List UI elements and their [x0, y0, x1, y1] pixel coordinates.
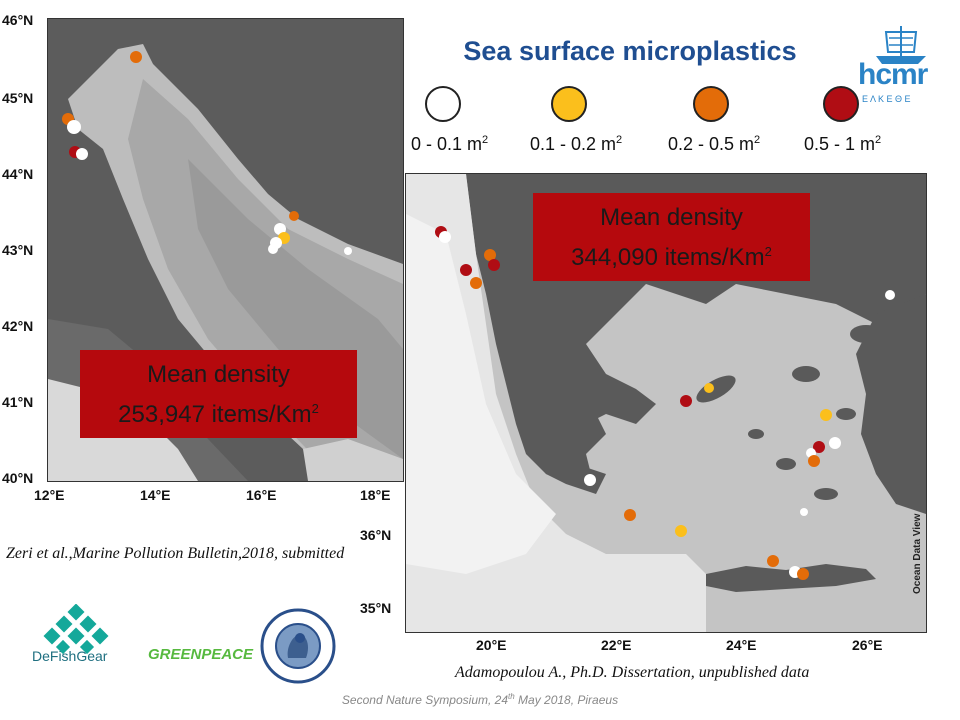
sample-point — [460, 264, 472, 276]
sample-point — [289, 211, 299, 221]
left-lon-tick-1: 14°E — [140, 487, 171, 503]
left-map-credit: Zeri et al.,Marine Pollution Bulletin,20… — [6, 545, 345, 562]
sample-point — [484, 249, 496, 261]
legend-label-0: 0 - 0.1 m2 — [411, 134, 489, 154]
legend-swatch-2 — [693, 86, 729, 122]
adriatic-sample-points — [62, 51, 352, 255]
left-lon-tick-2: 16°E — [246, 487, 277, 503]
sample-point — [268, 244, 278, 254]
right-density-title: Mean density — [600, 204, 743, 231]
ocean-data-view-watermark: Ocean Data View — [912, 513, 923, 594]
page-title: Sea surface microplastics — [463, 36, 797, 66]
sample-point — [885, 290, 895, 300]
sample-point — [675, 525, 687, 537]
left-lat-tick-6: 40°N — [2, 470, 34, 486]
left-lat-tick-4: 42°N — [2, 318, 34, 334]
right-lat-tick-1: 35°N — [360, 600, 392, 616]
greenpeace-logo: GREENPEACE — [148, 646, 254, 663]
aegean-university-seal — [260, 608, 336, 684]
right-lon-tick-0: 20°E — [476, 637, 507, 653]
sample-point — [130, 51, 142, 63]
defishgear-logo-text: DeFishGear — [32, 648, 108, 664]
sample-point — [829, 437, 841, 449]
hcmr-logo-subtext: Ε Λ Κ Ε Θ Ε — [862, 94, 911, 104]
left-density-title: Mean density — [147, 361, 290, 388]
left-lat-tick-3: 43°N — [2, 242, 34, 258]
sample-point — [813, 441, 825, 453]
left-lat-tick-0: 46°N — [2, 12, 34, 28]
right-density-value: 344,090 items/Km2 — [571, 244, 772, 271]
right-map-credit: Adamopoulou A., Ph.D. Dissertation, unpu… — [455, 664, 810, 681]
right-lat-tick-0: 36°N — [360, 527, 392, 543]
sample-point — [488, 259, 500, 271]
sample-point — [704, 383, 714, 393]
left-lon-tick-3: 18°E — [360, 487, 391, 503]
legend-label-2: 0.2 - 0.5 m2 — [668, 134, 761, 154]
sample-point — [767, 555, 779, 567]
left-lon-tick-0: 12°E — [34, 487, 65, 503]
legend-swatch-0 — [425, 86, 461, 122]
sample-point — [274, 223, 286, 235]
legend-swatch-3 — [823, 86, 859, 122]
legend-label-1: 0.1 - 0.2 m2 — [530, 134, 623, 154]
left-density-value: 253,947 items/Km2 — [118, 401, 319, 428]
hcmr-logo-text: hcmr — [858, 58, 928, 91]
left-density-box: Mean density 253,947 items/Km2 — [80, 350, 357, 438]
sample-point — [76, 148, 88, 160]
sample-point — [808, 455, 820, 467]
sample-point — [470, 277, 482, 289]
left-lat-tick-2: 44°N — [2, 166, 34, 182]
ship-icon — [876, 26, 926, 64]
sample-point — [820, 409, 832, 421]
legend-label-3: 0.5 - 1 m2 — [804, 134, 882, 154]
sample-point — [800, 508, 808, 516]
right-density-box: Mean density 344,090 items/Km2 — [533, 193, 810, 281]
defishgear-emblem-icon — [43, 604, 109, 655]
legend-swatch-1 — [551, 86, 587, 122]
sample-point — [344, 247, 352, 255]
hcmr-logo: hcmr Ε Λ Κ Ε Θ Ε — [856, 18, 946, 104]
sample-point — [584, 474, 596, 486]
defishgear-logo: DeFishGear — [32, 604, 132, 666]
aegean-sample-points — [435, 226, 895, 580]
university-seal-icon — [260, 608, 336, 684]
right-lon-tick-2: 24°E — [726, 637, 757, 653]
sample-point — [67, 120, 81, 134]
left-lat-tick-1: 45°N — [2, 90, 34, 106]
sample-point — [680, 395, 692, 407]
footer: Second Nature Symposium, 24th May 2018, … — [341, 692, 619, 707]
right-lon-tick-3: 26°E — [852, 637, 883, 653]
sample-point — [624, 509, 636, 521]
sample-point — [439, 231, 451, 243]
sample-point — [797, 568, 809, 580]
right-lon-tick-1: 22°E — [601, 637, 632, 653]
left-lat-tick-5: 41°N — [2, 394, 34, 410]
